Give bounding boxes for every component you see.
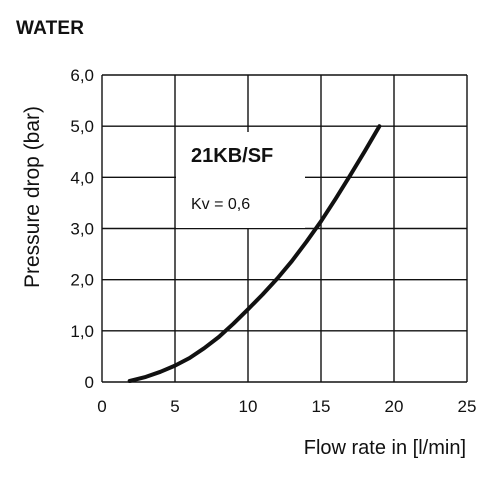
annotation-model: 21KB/SF [191, 145, 273, 167]
x-tick-label: 25 [458, 397, 477, 416]
y-tick-label: 6,0 [70, 66, 94, 85]
series-layer [127, 124, 382, 383]
x-tick-label: 5 [170, 397, 179, 416]
x-axis-label: Flow rate in [l/min] [303, 437, 466, 459]
y-tick-labels: 0 1,0 2,0 3,0 4,0 5,0 6,0 [70, 66, 94, 392]
y-tick-label: 3,0 [70, 220, 94, 239]
grid [101, 74, 468, 383]
y-tick-label: 0 [85, 373, 94, 392]
x-tick-label: 15 [312, 397, 331, 416]
y-tick-label: 5,0 [70, 117, 94, 136]
x-tick-labels: 0 5 10 15 20 25 [97, 397, 476, 416]
series-line-0 [127, 124, 382, 383]
y-tick-label: 1,0 [70, 322, 94, 341]
annotation-kv: Kv = 0,6 [191, 196, 250, 213]
chart-title: WATER [16, 18, 85, 39]
x-tick-label: 20 [385, 397, 404, 416]
y-tick-label: 2,0 [70, 271, 94, 290]
x-tick-label: 0 [97, 397, 106, 416]
y-tick-label: 4,0 [70, 168, 94, 187]
x-tick-label: 10 [239, 397, 258, 416]
annotation-box [176, 132, 305, 228]
